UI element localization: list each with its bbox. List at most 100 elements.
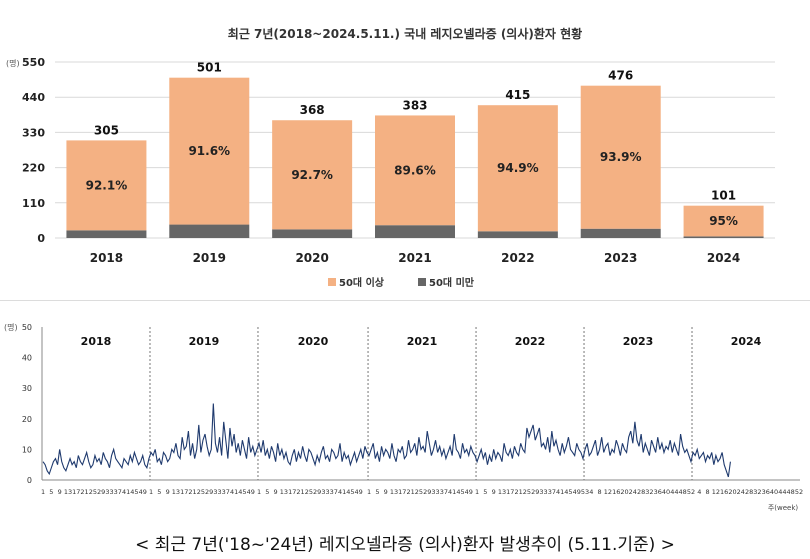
week-tick-label: 37 [330,488,338,496]
year-label: 2022 [515,335,546,348]
bar-total-label: 415 [505,88,530,102]
y-tick-label: 440 [22,91,45,104]
weekly-cases-line [42,403,731,478]
bar-percent-label: 93.9% [600,150,642,164]
bar-chart-title: 최근 7년(2018~2024.5.11.) 국내 레지오넬라증 (의사)환자 … [228,26,582,41]
x-tick-label: 2018 [90,251,123,265]
week-tick-label: 45 [564,488,572,496]
bar-total-label: 501 [197,61,222,75]
week-tick-label: 9 [58,488,62,496]
y-tick-label: 330 [22,126,45,139]
bar-percent-label: 91.6% [188,144,230,158]
week-tick-label: 17 [72,488,80,496]
year-label: 2021 [407,335,438,348]
week-tick-label: 21 [296,488,304,496]
year-label: 2020 [298,335,329,348]
week-tick-label: 1 [149,488,153,496]
week-tick-label: 32 [645,488,653,496]
line-chart-week-ticks: 1 5 9 13 17 21 25 29 33 37 41 45 49 1 5 9 13 17 21 25 29 33 37… [41,488,803,496]
week-tick-label: 45 [238,488,246,496]
week-tick-label: 17 [398,488,406,496]
week-tick-label: 16 [720,488,728,496]
week-tick-label: 37 [548,488,556,496]
week-tick-label: 13 [498,488,506,496]
bar-total-label: 383 [402,98,427,112]
bar-percent-label: 89.6% [394,163,436,177]
bar-segment-50-plus [66,140,147,231]
week-tick-label: 49 [573,488,581,496]
week-tick-label: 5 [49,488,53,496]
y-tick-label: 0 [37,232,45,245]
line-chart-year-labels: 2018 2019 2020 2021 2022 2023 2024 [81,335,762,348]
week-tick-label: 9 [492,488,496,496]
week-tick-label: 12 [712,488,720,496]
week-tick-label: 21 [406,488,414,496]
y-tick-label: 30 [22,384,32,393]
week-tick-label: 5 [157,488,161,496]
week-tick-label: 33 [105,488,113,496]
week-tick-label: 28 [745,488,753,496]
y-tick-label: 550 [22,56,45,69]
week-tick-label: 40 [662,488,670,496]
bar-chart-legend: 50대 이상 50대 미만 [328,276,475,289]
x-tick-label: 2019 [193,251,226,265]
stacked-bar-chart: 최근 7년(2018~2024.5.11.) 국내 레지오넬라증 (의사)환자 … [6,26,775,289]
week-tick-label: 21 [514,488,522,496]
week-tick-label: 48 [787,488,795,496]
week-tick-label: 1 [475,488,479,496]
line-chart-axes: 0 10 20 30 40 50 [22,323,800,485]
bar-segment-50-plus [683,205,764,237]
week-tick-label: 45 [346,488,354,496]
weekly-line-chart-panel: (명) 0 10 20 30 40 50 2018 2019 2020 2021 2022 2023… [0,316,810,516]
week-tick-label: 52 [687,488,695,496]
week-tick-label: 40 [770,488,778,496]
week-tick-label: 52 [795,488,803,496]
week-tick-label: 44 [778,488,786,496]
legend-swatch [418,278,426,286]
bar-segment-under-50 [477,231,558,238]
week-tick-label: 37 [222,488,230,496]
week-tick-label: 32 [753,488,761,496]
bar-total-label: 476 [608,69,633,83]
bar-segment-under-50 [580,228,661,238]
week-tick-label: 8 [598,488,602,496]
week-tick-label: 49 [355,488,363,496]
week-tick-label: 53 [581,488,589,496]
bar-segment-50-plus [375,115,455,226]
bar-chart-x-axis: 2018 2019 2020 2021 2022 2023 2024 [90,251,741,265]
y-tick-label: 110 [22,197,45,210]
week-tick-label: 41 [338,488,346,496]
y-tick-label: 10 [22,445,32,454]
week-tick-label: 48 [679,488,687,496]
bar-total-label: 305 [94,123,119,137]
x-tick-label: 2023 [604,251,637,265]
week-tick-label: 25 [523,488,531,496]
week-tick-label: 45 [130,488,138,496]
week-tick-label: 8 [706,488,710,496]
week-tick-label: 17 [506,488,514,496]
y-tick-label: 20 [22,415,32,424]
week-tick-label: 41 [448,488,456,496]
legend-label: 50대 미만 [429,276,475,289]
bar-segment-50-plus [169,77,250,225]
y-tick-label: 220 [22,162,45,175]
week-tick-label: 24 [629,488,637,496]
week-tick-label: 49 [247,488,255,496]
week-tick-label: 25 [197,488,205,496]
week-tick-label: 37 [440,488,448,496]
week-tick-label: 37 [114,488,122,496]
bar-segment-50-plus [477,105,558,232]
bar-chart-y-axis: 0 110 220 330 440 550 [22,56,45,245]
bar-total-label: 101 [711,189,736,203]
week-tick-label: 29 [205,488,213,496]
week-tick-label: 13 [64,488,72,496]
week-tick-label: 29 [97,488,105,496]
x-tick-label: 2024 [707,251,740,265]
week-tick-label: 16 [612,488,620,496]
week-tick-label: 21 [188,488,196,496]
week-tick-label: 25 [415,488,423,496]
week-tick-label: 9 [384,488,388,496]
week-tick-label: 20 [728,488,736,496]
bar-segment-under-50 [375,225,455,238]
year-label: 2023 [623,335,654,348]
